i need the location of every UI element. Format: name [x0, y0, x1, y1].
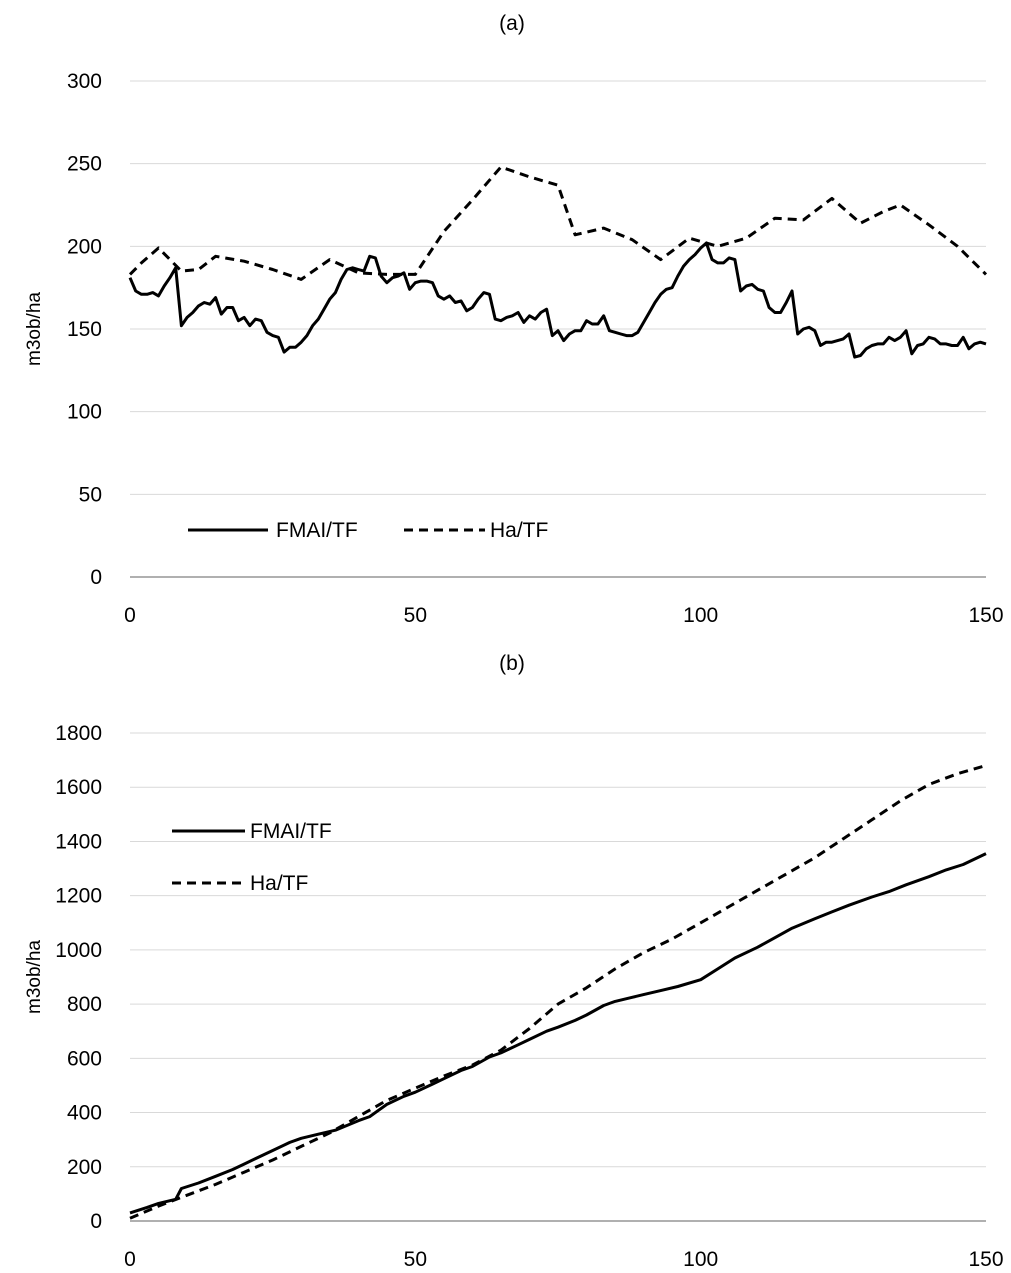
- x-tick-label: 150: [968, 604, 1003, 627]
- series-lines: [128, 165, 988, 359]
- series-line-fmai-tf: [128, 241, 987, 359]
- chart-panel-a: (a) 0 50 100 150 200 250 300 0 50 100 150 m3ob/ha…: [24, 12, 1004, 627]
- y-tick-label: 0: [90, 566, 102, 589]
- gridlines: [130, 732, 986, 1168]
- y-tick-label: 1600: [55, 776, 102, 799]
- y-tick-label: 400: [67, 1102, 102, 1125]
- chart-title: (a): [499, 12, 525, 35]
- y-tick-label: 1200: [55, 885, 102, 908]
- gridlines: [130, 80, 986, 495]
- y-tick-label: 150: [67, 318, 102, 341]
- y-axis-label: m3ob/ha: [24, 940, 45, 1014]
- y-tick-label: 600: [67, 1047, 102, 1070]
- y-tick-label: 200: [67, 235, 102, 258]
- y-tick-label: 800: [67, 993, 102, 1016]
- x-tick-label: 0: [124, 1248, 136, 1271]
- y-tick-label: 1400: [55, 830, 102, 853]
- series-line-fmai-tf: [129, 852, 987, 1215]
- chart-title: (b): [499, 652, 525, 675]
- y-axis-label: m3ob/ha: [24, 292, 45, 366]
- y-tick-label: 1800: [55, 722, 102, 745]
- chart-panel-b: (b) 0 200 400 600 800 1000 1200 1400 1600 1800 0 5…: [24, 652, 1004, 1271]
- y-tick-label: 250: [67, 153, 102, 176]
- y-tick-label: 100: [67, 401, 102, 424]
- x-tick-labels: 0 50 100 150: [124, 604, 1003, 627]
- legend-label: Ha/TF: [250, 872, 308, 895]
- y-tick-labels: 0 50 100 150 200 250 300: [67, 70, 102, 589]
- legend-label: FMAI/TF: [276, 519, 358, 542]
- x-tick-label: 100: [683, 1248, 718, 1271]
- series-line-ha-tf: [129, 764, 987, 1220]
- x-tick-label: 150: [968, 1248, 1003, 1271]
- series-lines: [129, 764, 987, 1220]
- x-tick-label: 100: [683, 604, 718, 627]
- legend-label: FMAI/TF: [250, 820, 332, 843]
- x-tick-label: 50: [404, 604, 427, 627]
- legend: FMAI/TF Ha/TF: [172, 820, 332, 895]
- y-tick-label: 200: [67, 1156, 102, 1179]
- y-tick-label: 0: [90, 1210, 102, 1233]
- y-tick-labels: 0 200 400 600 800 1000 1200 1400 1600 1800: [55, 722, 102, 1233]
- legend-label: Ha/TF: [490, 519, 548, 542]
- x-tick-label: 0: [124, 604, 136, 627]
- x-tick-label: 50: [404, 1248, 427, 1271]
- legend: FMAI/TF Ha/TF: [188, 519, 548, 542]
- y-tick-label: 1000: [55, 939, 102, 962]
- y-tick-label: 300: [67, 70, 102, 93]
- x-tick-labels: 0 50 100 150: [124, 1248, 1003, 1271]
- y-tick-label: 50: [79, 483, 102, 506]
- series-line-ha-tf: [128, 165, 988, 281]
